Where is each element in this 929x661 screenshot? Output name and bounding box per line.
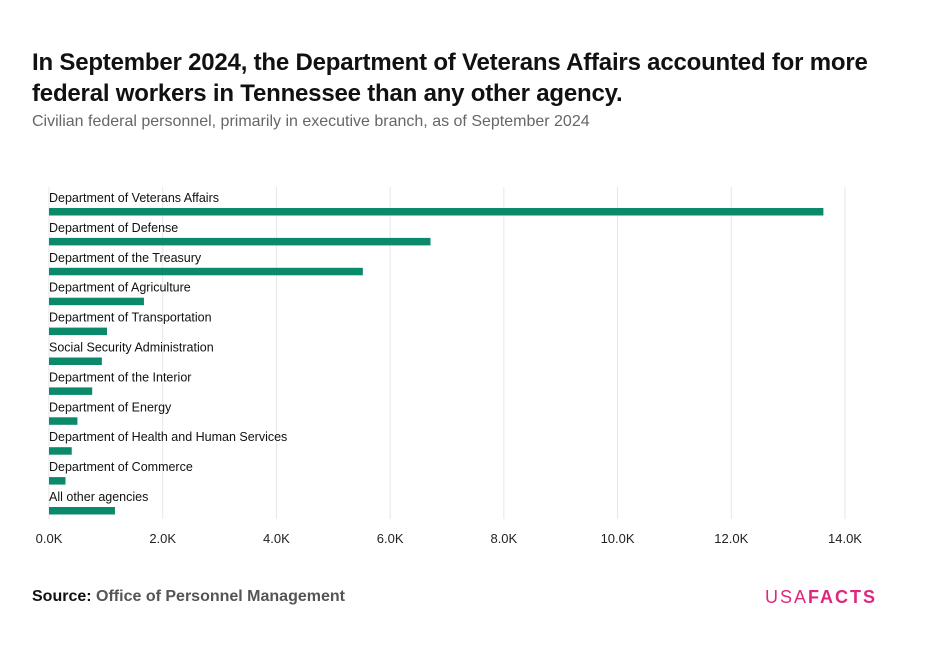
- x-tick-label: 10.0K: [601, 531, 635, 546]
- x-axis-ticks: 0.0K 2.0K 4.0K 6.0K 8.0K 10.0K 12.0K 14.0K: [36, 531, 863, 546]
- bar: [49, 208, 824, 216]
- bar: [49, 417, 78, 425]
- source-text: Office of Personnel Management: [96, 588, 345, 605]
- category-label: Department of Veterans Affairs: [49, 191, 219, 205]
- category-label: Department of the Treasury: [49, 251, 202, 265]
- x-tick-label: 6.0K: [377, 531, 404, 546]
- source-label: Source:: [32, 588, 92, 605]
- logo-part-facts: FACTS: [807, 587, 877, 607]
- bar-chart: Department of Veterans Affairs Department…: [36, 187, 863, 546]
- category-label: Department of Commerce: [49, 460, 193, 474]
- chart-subtitle: Civilian federal personnel, primarily in…: [32, 113, 590, 130]
- source-note: Source: Office of Personnel Management: [32, 587, 345, 607]
- bar: [49, 297, 144, 306]
- category-label: Department of Agriculture: [49, 281, 191, 295]
- bar: [49, 477, 66, 485]
- bars: [49, 208, 824, 515]
- bar: [49, 447, 72, 455]
- category-label: Social Security Administration: [49, 341, 214, 355]
- bar: [49, 507, 115, 515]
- category-label: Department of Transportation: [49, 311, 212, 325]
- category-label: Department of Health and Human Services: [49, 430, 287, 444]
- x-tick-label: 0.0K: [36, 531, 63, 546]
- x-tick-label: 4.0K: [263, 531, 290, 546]
- category-label: Department of the Interior: [49, 370, 191, 384]
- bar: [49, 387, 93, 395]
- chart-title: In September 2024, the Department of Vet…: [32, 49, 868, 107]
- x-tick-label: 8.0K: [490, 531, 517, 546]
- bar: [49, 327, 107, 336]
- usafacts-logo: USAFACTS: [765, 587, 877, 607]
- x-tick-label: 12.0K: [714, 531, 748, 546]
- category-label: Department of Defense: [49, 221, 178, 235]
- bar: [49, 237, 431, 246]
- category-labels: Department of Veterans Affairs Department…: [49, 191, 287, 504]
- bar: [49, 357, 102, 365]
- category-label: All other agencies: [49, 490, 148, 504]
- bar: [49, 267, 363, 276]
- logo-part-usa: USA: [764, 587, 808, 607]
- x-tick-label: 14.0K: [828, 531, 862, 546]
- x-tick-label: 2.0K: [149, 531, 176, 546]
- category-label: Department of Energy: [49, 400, 172, 414]
